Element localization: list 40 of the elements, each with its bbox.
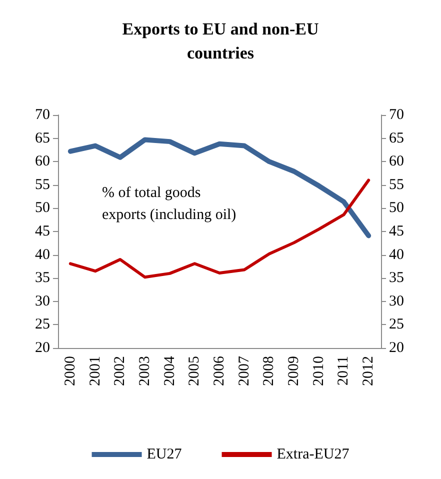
x-tick-label: 2005 (186, 356, 203, 386)
y-tick-label: 60 (35, 154, 50, 170)
y2-tick-label: 55 (389, 176, 404, 193)
y-tick-label: 30 (35, 293, 50, 310)
x-tick-label: 2002 (112, 356, 128, 386)
y-tick-label: 65 (35, 130, 50, 146)
x-tick-label: 2011 (336, 356, 352, 386)
y-tick-label: 70 (35, 107, 50, 123)
y2-tick-label: 45 (389, 224, 404, 240)
y-tick-label: 25 (35, 316, 50, 333)
legend-label: EU27 (146, 446, 182, 462)
legend-label: Extra-EU27 (276, 446, 350, 462)
y-tick-label: 45 (35, 224, 50, 240)
x-tick-label: 2010 (310, 356, 327, 386)
x-tick-label: 2006 (212, 356, 228, 386)
x-tick-label: 2008 (261, 356, 278, 386)
y-tick-label: 35 (35, 270, 50, 286)
y2-tick-label: 70 (389, 107, 404, 123)
y-tick-label: 50 (35, 200, 50, 216)
x-tick-label: 2004 (162, 356, 178, 386)
y2-tick-label: 20 (389, 340, 404, 356)
y2-tick-label: 60 (389, 154, 404, 170)
x-tick-label: 2009 (286, 356, 302, 386)
x-tick-label: 2003 (136, 356, 153, 386)
y2-tick-label: 50 (389, 200, 404, 216)
y2-tick-label: 30 (389, 293, 404, 310)
y2-tick-label: 35 (389, 270, 404, 286)
y-tick-label: 20 (35, 340, 50, 356)
line-series (68, 178, 370, 279)
y2-tick-label: 25 (389, 316, 404, 333)
y-tick-label: 40 (35, 246, 50, 263)
x-tick-label: 2012 (360, 356, 377, 386)
x-tick-label: 2007 (236, 356, 252, 386)
chart-title: Exports to EU and non-EU countries (122, 20, 319, 62)
y-tick-label: 55 (35, 176, 50, 193)
x-tick-label: 2001 (87, 356, 104, 386)
annotation: % of total goods exports (including oil) (102, 185, 236, 223)
y2-tick-label: 65 (389, 130, 404, 146)
x-tick-label: 2000 (62, 356, 78, 386)
y2-tick-label: 40 (389, 246, 404, 263)
